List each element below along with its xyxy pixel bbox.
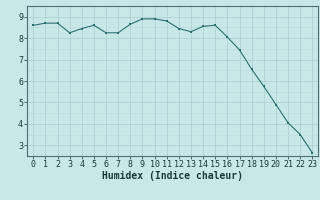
X-axis label: Humidex (Indice chaleur): Humidex (Indice chaleur) [102, 171, 243, 181]
